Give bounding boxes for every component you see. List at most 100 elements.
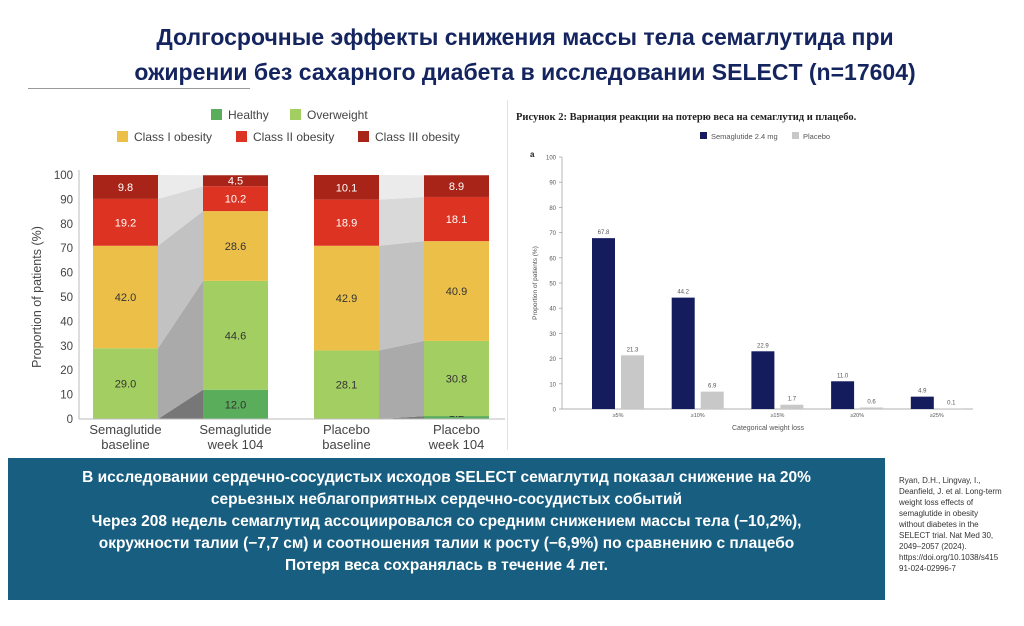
- bar-segment: [203, 211, 268, 281]
- bmi-category-stacked-chart: Healthy Overweight Class I obesity Class II…: [30, 108, 505, 452]
- connector-band: [158, 280, 203, 419]
- y-tick-label: 20: [60, 365, 73, 377]
- bar-segment: [203, 186, 268, 212]
- y-tick-label: 50: [60, 292, 73, 304]
- data-label: 10.2: [225, 194, 246, 206]
- category-label: ≥15%: [770, 413, 784, 419]
- reference-line: Deanfield, J. et al. Long-term: [899, 487, 1002, 496]
- reference-line: SELECT trial. Nat Med 30,: [899, 531, 994, 540]
- bar-segment: [314, 199, 379, 246]
- data-label: 0.6: [867, 399, 876, 405]
- data-label: 9.8: [118, 182, 133, 194]
- y-tick-label: 30: [60, 341, 73, 353]
- panel-label: a: [530, 150, 535, 159]
- summary-line: В исследовании сердечно-сосудистых исход…: [82, 469, 811, 486]
- x-axis-title: Categorical weight loss: [732, 425, 804, 432]
- legend-label: Class II obesity: [253, 130, 334, 144]
- legend-swatch: [236, 131, 247, 142]
- connector-band: [158, 186, 203, 246]
- summary-line: окружности талии (−7,7 см) и соотношения…: [98, 535, 795, 552]
- bar: [592, 238, 615, 409]
- data-label: 42.0: [115, 292, 136, 304]
- category-label: Semaglutide: [199, 422, 271, 437]
- legend-label: Healthy: [228, 108, 269, 122]
- data-label: 6.9: [708, 384, 717, 390]
- y-tick-label: 70: [60, 243, 73, 255]
- data-label: 44.2: [677, 290, 689, 296]
- data-label: 42.9: [336, 293, 357, 305]
- connector-band: [379, 175, 424, 200]
- y-tick-label: 10: [60, 390, 73, 402]
- data-label: 44.6: [225, 330, 246, 342]
- connector-band: [158, 211, 203, 349]
- bar-segment: [424, 196, 489, 242]
- legend-swatch: [211, 109, 222, 120]
- data-label: 28.6: [225, 241, 246, 253]
- data-label: 28.1: [336, 380, 357, 392]
- data-label: 10.1: [336, 182, 357, 194]
- category-label: Placebo: [323, 422, 370, 437]
- title-line: Долгосрочные эффекты снижения массы тела…: [156, 24, 894, 50]
- bar-segment: [203, 175, 268, 187]
- y-tick-label: 0: [553, 408, 557, 414]
- y-tick-label: 50: [549, 282, 556, 288]
- bar-segment: [203, 280, 268, 390]
- bar: [780, 404, 804, 409]
- y-tick-label: 90: [549, 181, 556, 187]
- bar-segment: [93, 245, 158, 349]
- data-label: 30.8: [446, 373, 467, 385]
- data-label: 29.0: [115, 379, 136, 391]
- data-label: 21.3: [627, 347, 639, 353]
- bar-segment: [424, 340, 489, 417]
- legend-label: Semaglutide 2.4 mg: [711, 132, 778, 141]
- category-label: ≥10%: [691, 413, 705, 419]
- y-tick-label: 0: [67, 414, 73, 426]
- summary-box: В исследовании сердечно-сосудистых исход…: [8, 458, 885, 600]
- bar-segment: [93, 348, 158, 419]
- data-label: 4.9: [918, 389, 927, 395]
- data-label: 0.1: [947, 401, 956, 407]
- reference-line: Ryan, D.H., Lingvay, I.,: [899, 476, 981, 485]
- y-tick-label: 10: [549, 382, 556, 388]
- y-tick-label: 80: [549, 206, 556, 212]
- legend-label: Class III obesity: [375, 130, 460, 144]
- title-divider: [28, 88, 250, 89]
- y-axis-title: Proportion of patients (%): [30, 226, 44, 368]
- y-tick-label: 40: [60, 316, 73, 328]
- y-tick-label: 60: [549, 256, 556, 262]
- bar-segment: [314, 350, 379, 419]
- bar-segment: [314, 175, 379, 200]
- bar-segment: [314, 245, 379, 351]
- data-label: 1.7: [788, 397, 797, 403]
- reference-line: without diabetes in the: [899, 520, 979, 529]
- connector-band: [379, 196, 424, 246]
- bar-segment: [424, 241, 489, 341]
- title-line: ожирении без сахарного диабета в исследо…: [134, 59, 916, 85]
- slide-title: Долгосрочные эффекты снижения массы тела…: [60, 20, 990, 90]
- bar: [860, 407, 884, 409]
- legend-swatch: [117, 131, 128, 142]
- category-label: Semaglutide: [89, 422, 161, 437]
- reference-line: 2049–2057 (2024).: [899, 542, 967, 551]
- bar: [831, 381, 855, 409]
- y-axis-title: Proportion of patients (%): [532, 246, 539, 320]
- category-label: ≥20%: [850, 413, 864, 419]
- data-label: 18.9: [336, 218, 357, 230]
- connector-band: [158, 389, 203, 419]
- y-tick-label: 90: [60, 194, 73, 206]
- summary-line: серьезных неблагоприятных сердечно-сосуд…: [210, 491, 683, 508]
- connector-band: [379, 416, 424, 419]
- chart-divider: [507, 100, 508, 450]
- y-tick-label: 40: [549, 307, 556, 313]
- bar-segment: [424, 416, 489, 419]
- y-tick-label: 80: [60, 219, 73, 231]
- connector-band: [379, 241, 424, 351]
- bar: [700, 391, 724, 409]
- data-label: 22.9: [757, 343, 769, 349]
- y-tick-label: 100: [54, 170, 73, 182]
- data-label: 11.0: [837, 373, 849, 379]
- legend-swatch: [700, 132, 707, 139]
- category-label: baseline: [101, 437, 149, 452]
- bar-segment: [203, 389, 268, 419]
- bar-segment: [93, 198, 158, 246]
